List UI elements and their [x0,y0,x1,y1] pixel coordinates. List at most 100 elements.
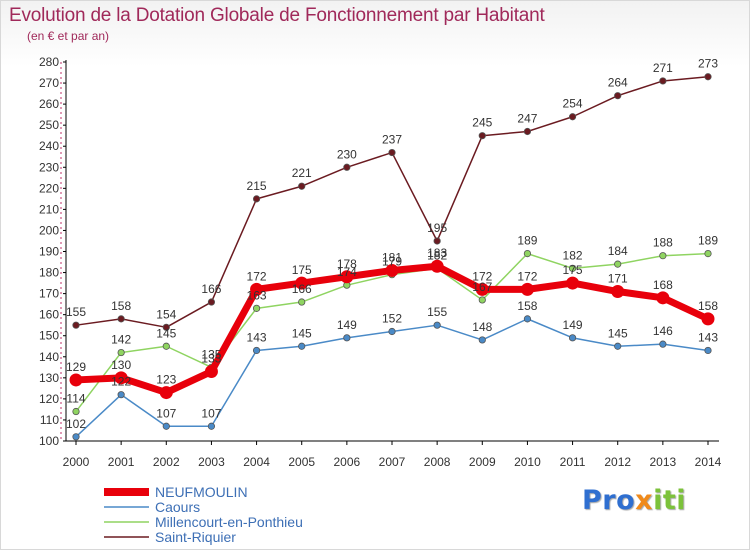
x-tick-label: 2014 [695,455,722,469]
legend-item-caours: Caours [104,499,200,515]
x-tick-label: 2013 [650,455,677,469]
y-tick-label: 160 [39,308,59,322]
data-label-caours: 149 [563,318,583,332]
data-label-saint-riquier: 155 [66,305,86,319]
data-label-saint-riquier: 230 [337,147,357,161]
data-label-caours: 146 [653,324,673,338]
series-neufmoulin [69,259,715,400]
data-point-saint-riquier [614,92,622,100]
data-label-millencourt-en-ponthieu: 166 [292,282,312,296]
data-label-millencourt-en-ponthieu: 174 [337,265,357,279]
data-label-neufmoulin: 175 [292,263,312,277]
legend-label-neufmoulin: NEUFMOULIN [155,484,248,500]
data-label-millencourt-en-ponthieu: 189 [698,234,718,248]
data-label-millencourt-en-ponthieu: 167 [472,280,492,294]
chart-title: Evolution de la Dotation Globale de Fonc… [9,5,545,26]
data-point-caours [72,433,80,441]
data-point-millencourt-en-ponthieu [523,250,532,258]
y-tick-label: 120 [39,392,59,406]
legend-label-caours: Caours [155,499,200,515]
data-label-saint-riquier: 154 [156,307,176,321]
x-tick-label: 2010 [514,455,541,469]
data-label-neufmoulin: 168 [653,278,673,292]
data-label-neufmoulin: 158 [698,299,718,313]
data-point-millencourt-en-ponthieu [659,252,667,260]
data-label-millencourt-en-ponthieu: 179 [382,255,402,269]
data-label-neufmoulin: 171 [608,272,628,286]
x-tick-label: 2011 [560,455,586,469]
x-tick-label: 2002 [153,455,180,469]
data-label-saint-riquier: 273 [698,57,718,71]
series-saint-riquier [72,73,712,331]
x-tick-label: 2006 [334,455,361,469]
data-label-millencourt-en-ponthieu: 145 [156,326,176,340]
y-tick-label: 150 [39,329,59,343]
data-point-saint-riquier [298,182,306,190]
data-label-neufmoulin: 129 [66,360,86,374]
data-point-caours [388,327,396,336]
data-point-millencourt-en-ponthieu [162,342,170,350]
data-point-saint-riquier [207,298,216,306]
data-point-saint-riquier [704,73,712,81]
y-tick-label: 110 [40,413,59,427]
data-label-caours: 158 [517,299,537,313]
y-tick-label: 260 [39,97,59,111]
data-label-saint-riquier: 247 [517,111,537,125]
data-point-millencourt-en-ponthieu [478,296,486,304]
x-tick-label: 2007 [379,455,406,469]
data-label-millencourt-en-ponthieu: 114 [66,392,85,406]
data-point-caours [659,340,667,348]
data-label-caours: 149 [337,318,357,332]
series-caours [72,315,712,441]
data-point-caours [207,422,216,430]
data-label-saint-riquier: 237 [382,133,402,147]
data-label-caours: 143 [698,330,718,344]
legend-label-saint-riquier: Saint-Riquier [155,529,236,545]
data-point-millencourt-en-ponthieu [298,298,306,306]
data-label-saint-riquier: 166 [201,282,221,296]
series-layer [69,73,715,441]
data-point-caours [614,342,622,350]
data-label-neufmoulin: 178 [337,257,357,271]
x-tick-label: 2005 [288,455,315,469]
data-point-neufmoulin [295,276,309,290]
data-point-saint-riquier [162,323,170,331]
data-label-millencourt-en-ponthieu: 182 [563,248,583,262]
data-label-millencourt-en-ponthieu: 188 [653,236,673,250]
data-point-millencourt-en-ponthieu [568,264,577,272]
data-label-caours: 148 [472,320,492,334]
data-label-neufmoulin: 172 [472,269,492,283]
x-tick-label: 2003 [198,455,225,469]
data-label-millencourt-en-ponthieu: 142 [111,333,131,347]
data-label-caours: 152 [382,312,402,326]
data-point-neufmoulin [475,282,489,296]
data-label-neufmoulin: 181 [382,250,402,264]
x-tick-label: 2008 [424,455,451,469]
chart-axes: 100 110 120 130 140 150 160 170 180 190 200 210 220 2… [39,55,722,469]
data-label-neufmoulin: 133 [201,352,221,366]
data-label-caours: 145 [608,326,628,340]
data-label-saint-riquier: 158 [111,299,131,313]
proxiti-logo: Proxiti [582,485,686,516]
x-tick-label: 2001 [108,455,135,469]
data-point-caours [117,391,125,399]
data-point-saint-riquier [433,237,441,245]
data-label-caours: 145 [292,326,312,340]
data-point-millencourt-en-ponthieu [614,260,622,268]
data-label-millencourt-en-ponthieu: 135 [201,347,221,361]
data-point-millencourt-en-ponthieu [252,304,261,312]
data-label-saint-riquier: 195 [427,221,447,235]
y-tick-label: 240 [39,139,59,153]
data-point-saint-riquier [568,113,577,121]
x-tick-label: 2009 [469,455,496,469]
data-label-neufmoulin: 183 [427,246,447,260]
data-point-saint-riquier [659,77,667,85]
data-label-saint-riquier: 215 [247,179,267,193]
data-label-neufmoulin: 130 [111,358,131,372]
data-point-caours [523,315,532,323]
data-label-caours: 122 [111,375,131,389]
x-tick-label: 2004 [243,455,270,469]
y-tick-label: 220 [39,181,59,195]
